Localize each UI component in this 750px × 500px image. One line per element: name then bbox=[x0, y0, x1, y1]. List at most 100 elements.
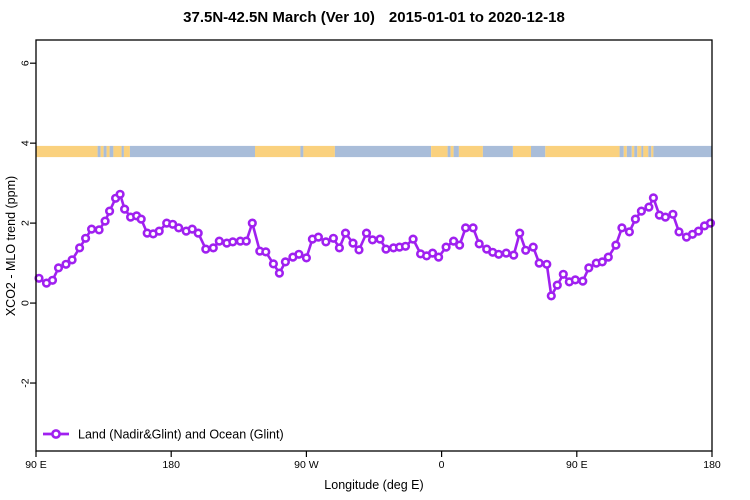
map-band-segment-ocean bbox=[447, 145, 451, 158]
x-axis-title: Longitude (deg E) bbox=[324, 478, 423, 492]
data-point bbox=[201, 244, 211, 254]
data-point bbox=[578, 276, 588, 286]
y-tick-label: 2 bbox=[20, 220, 32, 226]
data-point bbox=[193, 228, 203, 238]
map-band-segment-land bbox=[637, 145, 642, 158]
data-point bbox=[668, 209, 678, 219]
y-tick-label: -2 bbox=[20, 378, 32, 387]
data-point bbox=[53, 263, 64, 273]
data-point bbox=[552, 280, 562, 290]
data-point bbox=[67, 255, 77, 265]
data-point bbox=[274, 268, 285, 278]
legend-marker-icon bbox=[51, 429, 61, 439]
data-point bbox=[660, 212, 671, 222]
data-point bbox=[449, 236, 459, 246]
data-point bbox=[408, 234, 418, 244]
map-band-segment-land bbox=[106, 145, 110, 158]
data-point bbox=[674, 227, 684, 237]
data-point bbox=[546, 291, 556, 301]
data-point bbox=[441, 242, 451, 252]
data-point bbox=[474, 239, 484, 249]
data-point bbox=[313, 232, 324, 242]
map-band-segment-land bbox=[643, 145, 649, 158]
data-point bbox=[34, 273, 44, 283]
x-tick-label: 180 bbox=[703, 459, 721, 471]
data-point bbox=[294, 249, 304, 259]
data-point bbox=[630, 214, 641, 224]
map-band-segment-land bbox=[631, 145, 635, 158]
map-band-segment-land bbox=[113, 145, 122, 158]
data-point bbox=[603, 252, 613, 262]
data-point bbox=[468, 223, 478, 233]
map-band-segment-ocean bbox=[634, 145, 638, 158]
data-point bbox=[241, 236, 251, 246]
data-point bbox=[94, 225, 104, 235]
map-band-segment-land bbox=[623, 145, 627, 158]
data-point bbox=[80, 233, 91, 243]
data-point bbox=[174, 223, 184, 233]
data-point bbox=[261, 247, 271, 257]
data-point bbox=[558, 269, 568, 279]
data-point bbox=[328, 233, 339, 243]
data-point bbox=[455, 240, 465, 250]
data-point bbox=[428, 248, 438, 258]
legend: Land (Nadir&Glint) and Ocean (Glint) bbox=[43, 428, 284, 442]
map-band-segment-ocean bbox=[626, 145, 632, 158]
chart-title-region: 37.5N-42.5N March (Ver 10) bbox=[183, 9, 375, 26]
map-band-segment-land bbox=[458, 145, 483, 158]
data-point bbox=[434, 252, 444, 262]
chart-title: 37.5N-42.5N March (Ver 10) 2015-01-01 to … bbox=[183, 9, 565, 26]
data-point bbox=[648, 193, 659, 203]
map-band-segment-ocean bbox=[109, 145, 114, 158]
axis-ticks: 90 E 180 90 W 0 90 E 180 -2 0 2 4 6 bbox=[19, 60, 720, 471]
data-point bbox=[528, 242, 538, 252]
map-band-segment-land bbox=[303, 145, 335, 158]
map-band-segment-ocean bbox=[334, 145, 431, 158]
map-band-segment-ocean bbox=[653, 145, 712, 158]
data-point bbox=[61, 259, 71, 269]
map-band-segment-land bbox=[513, 145, 531, 158]
map-band-segment-ocean bbox=[453, 145, 459, 158]
map-band-segment-land bbox=[100, 145, 104, 158]
x-tick-label: 0 bbox=[439, 459, 445, 471]
chart-title-daterange: 2015-01-01 to 2020-12-18 bbox=[389, 9, 565, 26]
data-point bbox=[367, 235, 378, 245]
x-tick-label: 90 E bbox=[25, 459, 47, 471]
y-tick-label: 6 bbox=[19, 60, 31, 66]
data-point bbox=[228, 237, 238, 247]
map-band-segment-land bbox=[450, 145, 454, 158]
data-point bbox=[624, 227, 635, 237]
map-band-segment-ocean bbox=[619, 145, 624, 158]
data-point bbox=[119, 204, 130, 214]
x-tick-label: 180 bbox=[162, 459, 180, 471]
y-tick-label: 4 bbox=[20, 140, 32, 146]
data-point bbox=[154, 226, 164, 236]
data-point bbox=[100, 216, 110, 226]
data-point bbox=[301, 253, 312, 263]
map-band-segment-ocean bbox=[97, 145, 101, 158]
map-band-segment-land bbox=[431, 145, 448, 158]
land-ocean-band bbox=[36, 145, 712, 158]
data-point bbox=[214, 236, 224, 246]
data-series bbox=[34, 189, 716, 301]
data-point bbox=[400, 241, 411, 251]
map-band-segment-land bbox=[651, 145, 654, 158]
data-point bbox=[321, 237, 331, 247]
data-point bbox=[617, 223, 627, 233]
map-band-segment-land bbox=[36, 145, 98, 158]
data-point bbox=[494, 249, 504, 259]
map-band-segment-ocean bbox=[129, 145, 255, 158]
data-point bbox=[334, 243, 345, 253]
data-point bbox=[509, 250, 519, 260]
data-point bbox=[542, 259, 552, 269]
data-point bbox=[381, 244, 391, 254]
data-point bbox=[611, 240, 621, 250]
data-point bbox=[375, 234, 385, 244]
data-point bbox=[501, 248, 511, 258]
y-tick-label: 0 bbox=[20, 300, 32, 306]
map-band-segment-ocean bbox=[641, 145, 644, 158]
map-band-segment-ocean bbox=[300, 145, 304, 158]
data-point bbox=[247, 218, 257, 228]
map-band-segment-ocean bbox=[531, 145, 546, 158]
